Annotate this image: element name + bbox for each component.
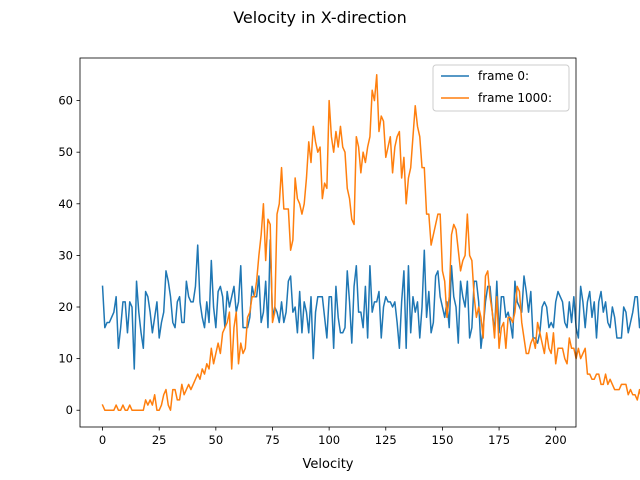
legend-label-2: frame 1000: bbox=[478, 91, 552, 105]
y-tick-label: 0 bbox=[66, 403, 73, 417]
series-line-2 bbox=[101, 74, 640, 411]
y-tick-label: 40 bbox=[58, 197, 73, 211]
plot-area: 0 25 50 75 100 125 150 175 200 0 10 20 30 40 50 60 bbox=[58, 57, 640, 447]
x-tick-label: 200 bbox=[545, 433, 567, 447]
chart-title: Velocity in X-direction bbox=[233, 8, 407, 27]
y-tick-label: 60 bbox=[58, 94, 73, 108]
y-tick-label: 30 bbox=[58, 248, 73, 262]
x-tick-label: 50 bbox=[209, 433, 224, 447]
series-line-1 bbox=[101, 239, 640, 370]
x-axis-label: Velocity bbox=[303, 457, 354, 472]
legend: frame 0: frame 1000: bbox=[432, 64, 570, 112]
x-tick-label: 75 bbox=[265, 433, 280, 447]
x-tick-label: 125 bbox=[375, 433, 397, 447]
x-tick-label: 100 bbox=[318, 433, 340, 447]
x-tick-label: 150 bbox=[431, 433, 453, 447]
y-tick-label: 20 bbox=[58, 300, 73, 314]
legend-label-1: frame 0: bbox=[478, 69, 529, 83]
y-tick-label: 50 bbox=[58, 145, 73, 159]
axes-frame bbox=[79, 57, 577, 428]
x-tick-label: 175 bbox=[488, 433, 510, 447]
y-tick-label: 10 bbox=[58, 352, 73, 366]
x-tick-label: 25 bbox=[152, 433, 167, 447]
x-tick-label: 0 bbox=[99, 433, 106, 447]
